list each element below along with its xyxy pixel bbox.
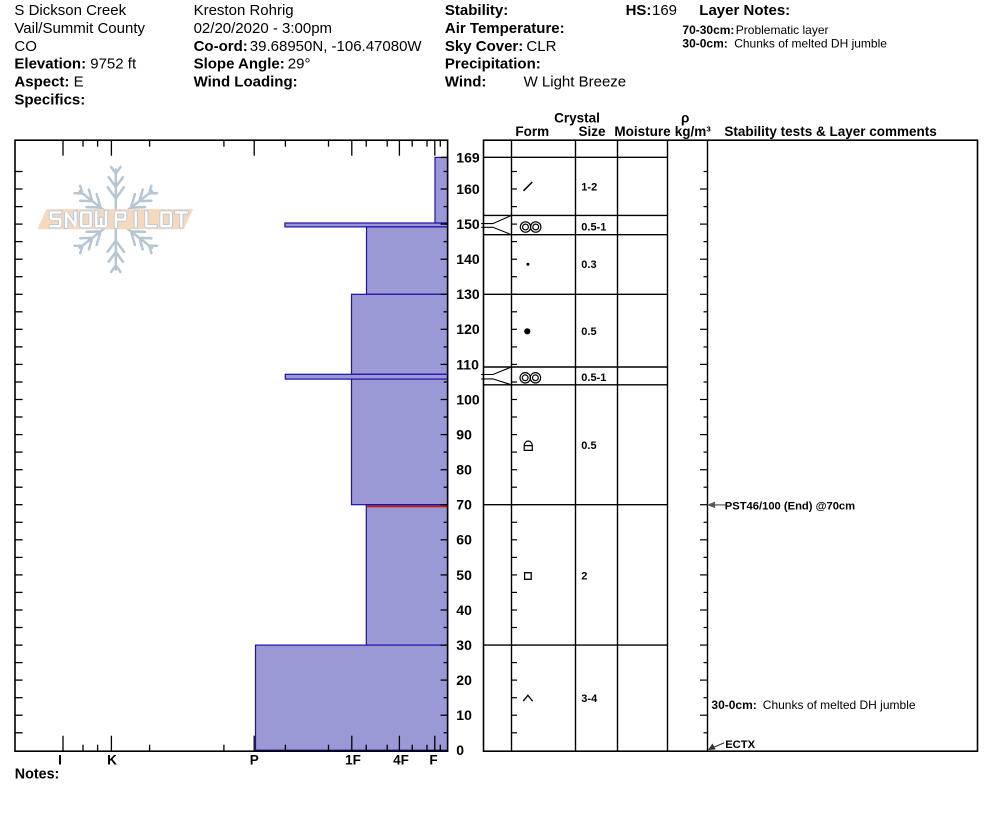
svg-text:3-4: 3-4 <box>581 693 598 705</box>
svg-text:1F: 1F <box>345 753 361 768</box>
svg-text:Stability:: Stability: <box>445 2 508 19</box>
svg-text:Wind Loading:: Wind Loading: <box>194 74 298 91</box>
svg-text:10: 10 <box>456 707 472 723</box>
svg-text:Stability tests & Layer commen: Stability tests & Layer comments <box>724 124 936 139</box>
svg-text:2: 2 <box>581 571 587 583</box>
svg-text:70-30cm:Problematic layer: 70-30cm:Problematic layer <box>682 23 828 37</box>
svg-text:Sky Cover:CLR: Sky Cover: CLR <box>445 38 557 55</box>
svg-text:110: 110 <box>456 356 479 372</box>
svg-text:30-0cm:Chunks of melted DH jum: 30-0cm: Chunks of melted DH jumble <box>682 36 887 50</box>
svg-text:Moisture: Moisture <box>614 124 671 139</box>
svg-text:Form: Form <box>515 124 549 139</box>
svg-text:90: 90 <box>456 426 472 442</box>
svg-text:1-2: 1-2 <box>581 181 597 193</box>
svg-text:60: 60 <box>456 532 472 548</box>
svg-text:30: 30 <box>456 637 472 653</box>
svg-text:02/20/2020 - 3:00pm: 02/20/2020 - 3:00pm <box>194 20 332 37</box>
svg-text:120: 120 <box>456 321 480 337</box>
svg-text:F: F <box>429 753 437 768</box>
svg-text:100: 100 <box>456 391 480 407</box>
svg-text:50: 50 <box>456 567 472 583</box>
svg-text:Specifics:: Specifics: <box>14 92 85 109</box>
svg-text:0.5: 0.5 <box>581 326 596 338</box>
svg-text:0.3: 0.3 <box>581 259 596 271</box>
svg-text:P: P <box>250 753 259 768</box>
svg-text:Aspect: E: Aspect: E <box>14 74 83 91</box>
svg-text:kg/m³: kg/m³ <box>675 124 712 139</box>
svg-text:130: 130 <box>456 286 480 302</box>
svg-text:150: 150 <box>456 216 480 232</box>
svg-text:S Dickson Creek: S Dickson Creek <box>14 2 126 19</box>
svg-text:Kreston Rohrig: Kreston Rohrig <box>194 2 294 19</box>
svg-text:160: 160 <box>456 181 480 197</box>
svg-text:0.5-1: 0.5-1 <box>581 372 606 384</box>
svg-text:140: 140 <box>456 251 480 267</box>
svg-text:70: 70 <box>456 497 472 513</box>
svg-text:Crystal: Crystal <box>554 110 600 125</box>
svg-text:4F: 4F <box>393 753 409 768</box>
svg-text:80: 80 <box>456 462 472 478</box>
svg-text:CO: CO <box>14 38 37 55</box>
svg-text:Vail/Summit County: Vail/Summit County <box>14 20 145 37</box>
svg-text:K: K <box>107 753 117 768</box>
svg-text:Co-ord:39.68950N, -106.47080W: Co-ord: 39.68950N, -106.47080W <box>194 38 423 55</box>
svg-text:40: 40 <box>456 602 472 618</box>
svg-text:0: 0 <box>456 742 464 758</box>
svg-text:0.5-1: 0.5-1 <box>581 222 606 234</box>
svg-text:30-0cm:Chunks of melted DH jum: 30-0cm: Chunks of melted DH jumble <box>711 698 915 712</box>
svg-text:169: 169 <box>456 149 480 165</box>
svg-text:Wind:W Light Breeze: Wind: W Light Breeze <box>445 74 626 91</box>
svg-text:ECTX: ECTX <box>725 739 755 751</box>
svg-text:20: 20 <box>456 672 472 688</box>
svg-text:Slope Angle:29°: Slope Angle: 29° <box>194 56 311 73</box>
svg-text:I: I <box>58 753 62 768</box>
svg-text:Notes:: Notes: <box>15 767 59 783</box>
svg-text:Size: Size <box>578 124 606 139</box>
svg-text:PST46/100 (End) @70cm: PST46/100 (End) @70cm <box>725 500 855 512</box>
svg-text:Air Temperature:: Air Temperature: <box>445 20 565 37</box>
svg-text:HS:169: HS:169 <box>626 2 677 19</box>
svg-text:Elevation: 9752 ft: Elevation: 9752 ft <box>14 56 137 73</box>
svg-text:0.5: 0.5 <box>581 440 596 452</box>
svg-text:ρ: ρ <box>681 110 689 125</box>
svg-text:Layer Notes:: Layer Notes: <box>699 2 790 19</box>
svg-text:Precipitation:: Precipitation: <box>445 56 541 73</box>
